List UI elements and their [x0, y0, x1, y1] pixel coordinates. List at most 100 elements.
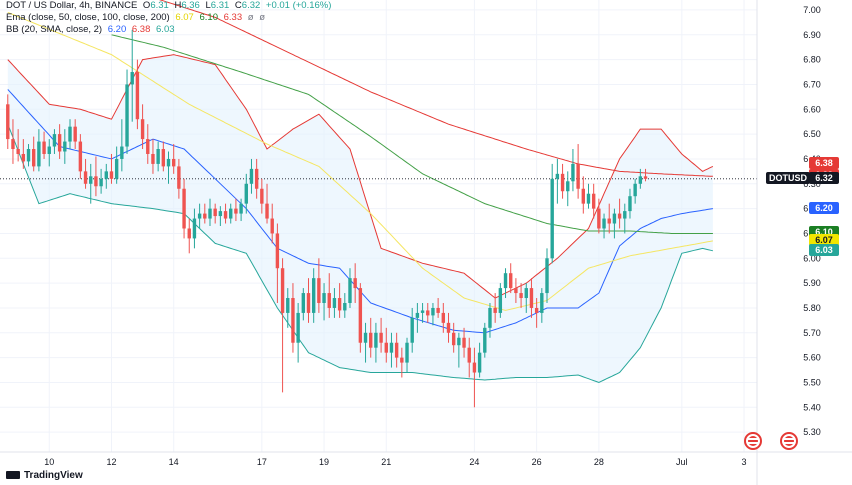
candle-body[interactable]	[426, 310, 430, 316]
candle-body[interactable]	[560, 173, 565, 192]
candle-body[interactable]	[125, 84, 129, 147]
candle-body[interactable]	[213, 208, 217, 217]
candle-body[interactable]	[477, 352, 482, 373]
candle-body[interactable]	[291, 298, 295, 343]
tradingview-logo[interactable]: TradingView	[6, 470, 83, 481]
candle-body[interactable]	[628, 196, 632, 212]
candle-body[interactable]	[68, 126, 72, 142]
candle-body[interactable]	[343, 302, 347, 311]
candle-body[interactable]	[42, 141, 46, 154]
candle-body[interactable]	[332, 298, 337, 308]
candle-body[interactable]	[301, 293, 306, 313]
candle-body[interactable]	[576, 163, 580, 189]
candle-body[interactable]	[394, 342, 399, 358]
candle-body[interactable]	[602, 218, 606, 229]
candle-body[interactable]	[363, 332, 368, 343]
candle-body[interactable]	[353, 278, 357, 289]
candle-body[interactable]	[203, 213, 207, 219]
candle-body[interactable]	[73, 126, 77, 142]
candle-body[interactable]	[441, 312, 446, 323]
candle-body[interactable]	[265, 203, 269, 219]
candle-body[interactable]	[187, 228, 191, 239]
candle-body[interactable]	[327, 293, 331, 308]
candle-body[interactable]	[405, 342, 409, 363]
candle-body[interactable]	[104, 171, 108, 179]
candle-body[interactable]	[218, 211, 223, 217]
candle-body[interactable]	[223, 211, 228, 219]
candle-body[interactable]	[493, 307, 497, 313]
candle-body[interactable]	[16, 149, 20, 154]
candle-body[interactable]	[529, 288, 534, 308]
candle-body[interactable]	[612, 213, 617, 224]
candle-body[interactable]	[540, 293, 544, 313]
candle-body[interactable]	[11, 139, 15, 150]
candle-body[interactable]	[607, 218, 611, 224]
candle-body[interactable]	[446, 322, 451, 333]
candle-body[interactable]	[420, 310, 425, 313]
candle-body[interactable]	[524, 288, 528, 299]
candle-body[interactable]	[514, 288, 518, 294]
candle-body[interactable]	[286, 298, 290, 313]
candle-body[interactable]	[177, 166, 181, 189]
candle-body[interactable]	[94, 176, 98, 187]
candle-body[interactable]	[519, 293, 523, 299]
candle-body[interactable]	[322, 293, 326, 303]
candle-body[interactable]	[197, 213, 202, 219]
candle-body[interactable]	[120, 146, 124, 159]
candle-body[interactable]	[488, 307, 492, 328]
us-flag-icon[interactable]	[780, 432, 798, 450]
candle-body[interactable]	[37, 141, 41, 167]
candle-body[interactable]	[47, 146, 51, 154]
candle-body[interactable]	[32, 149, 36, 167]
candle-body[interactable]	[275, 233, 280, 269]
candle-body[interactable]	[135, 72, 140, 120]
candle-body[interactable]	[483, 327, 487, 353]
candle-body[interactable]	[581, 188, 586, 204]
candle-body[interactable]	[472, 362, 477, 373]
candle-body[interactable]	[436, 307, 440, 313]
candle-body[interactable]	[571, 163, 575, 182]
candle-body[interactable]	[591, 193, 596, 209]
candle-body[interactable]	[623, 211, 627, 219]
candle-body[interactable]	[57, 134, 62, 152]
candle-body[interactable]	[410, 317, 414, 343]
candle-body[interactable]	[384, 342, 388, 353]
candle-body[interactable]	[586, 193, 591, 204]
candle-body[interactable]	[114, 158, 119, 179]
legend-ema-line[interactable]: Ema (close, 50, close, 100, close, 200) …	[6, 12, 268, 24]
candle-body[interactable]	[317, 278, 321, 303]
candle-body[interactable]	[52, 134, 57, 147]
candle-body[interactable]	[280, 268, 285, 313]
candle-body[interactable]	[192, 218, 197, 239]
candle-body[interactable]	[451, 332, 456, 346]
candle-body[interactable]	[379, 332, 383, 343]
candle-body[interactable]	[633, 183, 637, 197]
candle-body[interactable]	[400, 357, 404, 363]
candle-body[interactable]	[99, 178, 103, 187]
candle-body[interactable]	[89, 176, 93, 184]
candle-body[interactable]	[130, 72, 134, 85]
candle-body[interactable]	[638, 176, 643, 184]
candle-body[interactable]	[550, 178, 554, 259]
candle-body[interactable]	[597, 208, 601, 229]
candle-body[interactable]	[26, 149, 31, 162]
candle-body[interactable]	[467, 347, 471, 363]
candle-body[interactable]	[389, 342, 394, 353]
candle-body[interactable]	[229, 208, 233, 219]
candle-body[interactable]	[348, 278, 352, 303]
candle-body[interactable]	[254, 168, 259, 189]
candle-body[interactable]	[509, 273, 513, 289]
candle-body[interactable]	[83, 171, 88, 184]
candle-body[interactable]	[566, 181, 570, 192]
candle-body[interactable]	[151, 153, 155, 164]
candle-body[interactable]	[296, 312, 300, 343]
legend-bb-line[interactable]: BB (20, SMA, close, 2) 6.20 6.38 6.03	[6, 24, 178, 36]
candle-body[interactable]	[78, 141, 83, 172]
candle-body[interactable]	[270, 218, 274, 234]
candle-body[interactable]	[244, 183, 248, 204]
candle-body[interactable]	[109, 171, 114, 179]
candle-body[interactable]	[374, 332, 378, 348]
candle-body[interactable]	[260, 188, 264, 204]
candle-body[interactable]	[171, 158, 176, 167]
candle-body[interactable]	[146, 139, 150, 154]
